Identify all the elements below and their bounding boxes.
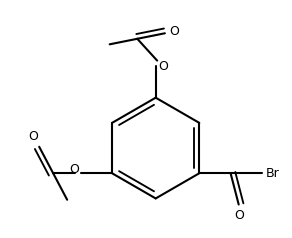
- Text: Br: Br: [266, 167, 279, 180]
- Text: O: O: [159, 60, 168, 73]
- Text: O: O: [69, 163, 79, 176]
- Text: O: O: [28, 130, 38, 143]
- Text: O: O: [169, 25, 179, 38]
- Text: O: O: [234, 209, 244, 222]
